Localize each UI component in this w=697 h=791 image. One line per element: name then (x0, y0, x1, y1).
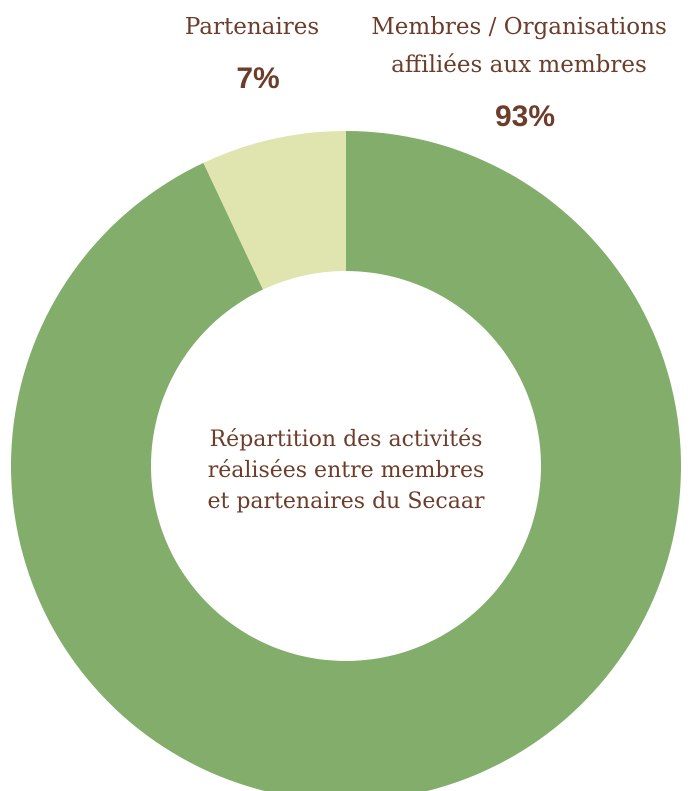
chart-title: réalisées entre membres (208, 458, 485, 483)
chart-title: et partenaires du Secaar (208, 489, 485, 514)
donut-segment (11, 131, 681, 791)
category-label: Partenaires (185, 14, 319, 40)
value-label: 7% (236, 62, 279, 95)
donut-segment (203, 131, 346, 290)
value-label: 93% (495, 100, 555, 133)
category-label: Membres / Organisations (371, 14, 667, 40)
category-label: affiliées aux membres (391, 52, 647, 78)
chart-title: Répartition des activités (210, 427, 483, 452)
